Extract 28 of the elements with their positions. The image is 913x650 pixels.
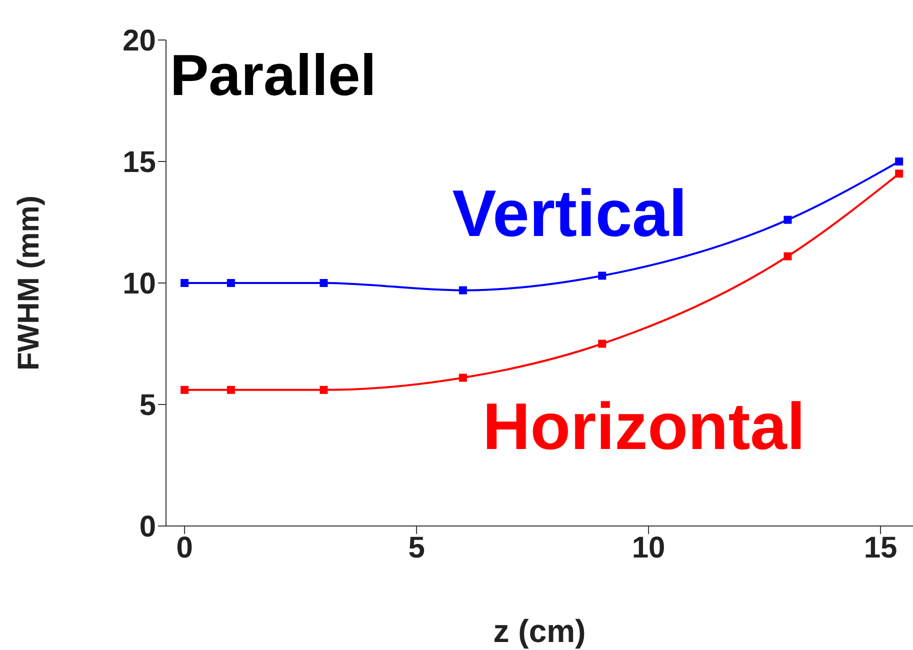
point (784, 252, 792, 260)
x-tick-label: 10 (632, 531, 666, 564)
point (598, 272, 606, 280)
y-tick-label: 5 (139, 389, 156, 422)
point (895, 158, 904, 166)
point (320, 279, 328, 287)
series-label: Horizontal (482, 388, 806, 464)
x-tick-label: 15 (864, 531, 898, 564)
y-tick-label: 0 (139, 510, 156, 544)
point (320, 386, 328, 394)
y-tick-label: 20 (122, 24, 156, 58)
x-tick-label: 0 (176, 531, 193, 564)
point (226, 386, 235, 394)
series-label: Vertical (452, 174, 688, 251)
point (226, 279, 235, 287)
point (895, 170, 904, 178)
y-axis-title: FWHM (mm) (12, 196, 46, 370)
point (458, 286, 467, 294)
x-tick-label: 5 (408, 531, 425, 564)
x-axis-title: z (cm) (493, 613, 586, 649)
point (598, 340, 606, 348)
y-tick-label: 10 (122, 268, 156, 301)
y-tick-label: 15 (122, 146, 156, 180)
point (784, 216, 792, 224)
point (458, 374, 467, 382)
point (180, 386, 189, 394)
annotation: Parallel (170, 43, 376, 108)
point (180, 279, 189, 287)
